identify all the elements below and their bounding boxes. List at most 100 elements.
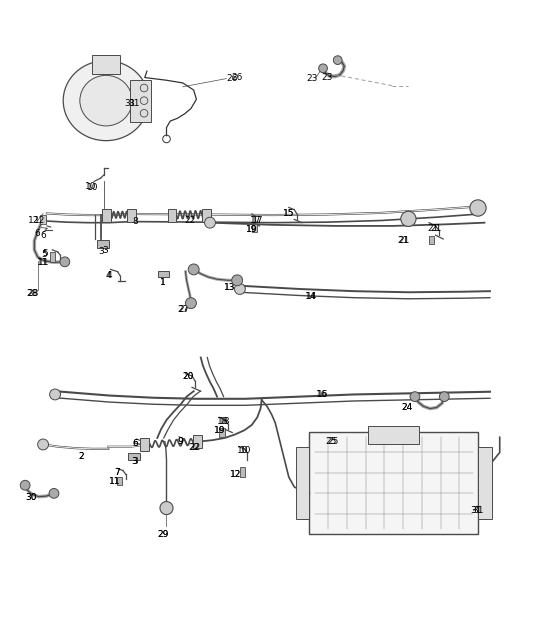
Circle shape — [140, 97, 148, 104]
Circle shape — [188, 264, 199, 275]
Text: 10: 10 — [87, 183, 99, 192]
Circle shape — [232, 275, 243, 286]
Text: 11: 11 — [109, 477, 120, 486]
Text: 29: 29 — [157, 529, 168, 539]
Text: 6: 6 — [132, 439, 138, 448]
Text: 10: 10 — [84, 181, 96, 191]
Bar — [240, 467, 245, 477]
Circle shape — [334, 56, 342, 65]
Bar — [429, 236, 434, 244]
Bar — [219, 428, 225, 437]
Circle shape — [160, 502, 173, 514]
Bar — [117, 477, 123, 485]
Text: 19: 19 — [246, 225, 258, 234]
Text: 6: 6 — [132, 439, 138, 448]
Circle shape — [140, 84, 148, 92]
Circle shape — [234, 284, 245, 295]
Text: 13: 13 — [225, 283, 236, 293]
Ellipse shape — [63, 61, 149, 141]
Text: 22: 22 — [190, 443, 201, 452]
Bar — [92, 55, 120, 73]
Bar — [102, 208, 111, 222]
Text: 30: 30 — [25, 493, 37, 502]
Text: 16: 16 — [316, 390, 327, 399]
Circle shape — [401, 211, 416, 227]
Text: 24: 24 — [402, 403, 413, 412]
Text: 25: 25 — [325, 437, 337, 447]
Bar — [167, 208, 176, 222]
Text: 22: 22 — [184, 216, 196, 225]
Circle shape — [439, 392, 449, 401]
Circle shape — [319, 64, 328, 73]
Text: 5: 5 — [41, 250, 47, 259]
Text: 3: 3 — [132, 457, 138, 467]
Text: 10: 10 — [240, 447, 251, 455]
Text: 14: 14 — [305, 292, 316, 301]
Text: 18: 18 — [217, 417, 228, 426]
Bar — [478, 447, 492, 519]
Ellipse shape — [80, 75, 132, 126]
Text: 5: 5 — [43, 249, 48, 258]
Text: 8: 8 — [132, 217, 138, 226]
Text: 17: 17 — [251, 216, 262, 225]
Text: 7: 7 — [114, 468, 120, 477]
Text: 20: 20 — [183, 372, 194, 381]
Text: 23: 23 — [306, 74, 317, 83]
Circle shape — [410, 392, 420, 401]
Text: 11: 11 — [38, 258, 49, 267]
Text: 11: 11 — [109, 477, 120, 486]
Text: 9: 9 — [177, 437, 183, 447]
Circle shape — [204, 217, 215, 228]
Text: 6: 6 — [35, 229, 40, 238]
Text: 29: 29 — [157, 529, 168, 539]
Text: 3: 3 — [102, 246, 108, 256]
Text: 12: 12 — [34, 216, 46, 225]
Text: 21: 21 — [430, 224, 441, 232]
Text: 27: 27 — [177, 305, 189, 314]
Circle shape — [470, 200, 486, 216]
Text: 27: 27 — [179, 305, 190, 314]
Circle shape — [140, 109, 148, 117]
Bar — [140, 438, 149, 451]
Bar — [202, 208, 210, 222]
Bar — [127, 208, 136, 222]
Bar — [252, 224, 257, 232]
Text: 3: 3 — [131, 457, 137, 467]
Text: 7: 7 — [114, 468, 120, 477]
Text: 17: 17 — [252, 216, 263, 225]
Circle shape — [185, 298, 196, 308]
Bar — [193, 435, 202, 448]
Text: 3: 3 — [99, 247, 104, 256]
Circle shape — [20, 480, 30, 490]
Circle shape — [50, 389, 60, 400]
Text: 15: 15 — [283, 209, 294, 218]
FancyBboxPatch shape — [310, 432, 478, 534]
Bar — [368, 426, 419, 444]
Text: 14: 14 — [306, 292, 317, 301]
Text: 13: 13 — [225, 283, 236, 293]
Circle shape — [49, 489, 59, 498]
Bar — [130, 80, 151, 122]
Text: 12: 12 — [230, 470, 241, 479]
Text: 2: 2 — [78, 452, 84, 461]
Text: 25: 25 — [328, 437, 339, 447]
Text: 6: 6 — [40, 230, 46, 240]
Bar — [50, 252, 55, 262]
Text: 12: 12 — [28, 216, 39, 225]
Text: 2: 2 — [78, 452, 84, 461]
Text: 1: 1 — [160, 278, 166, 287]
Text: 19: 19 — [246, 225, 258, 234]
Text: 11: 11 — [39, 258, 50, 268]
Text: 22: 22 — [188, 443, 199, 452]
Text: 15: 15 — [283, 209, 294, 218]
Text: 21: 21 — [398, 236, 410, 245]
Text: 26: 26 — [226, 74, 238, 83]
Text: 31: 31 — [470, 506, 482, 516]
Text: 23: 23 — [321, 73, 332, 82]
Text: 28: 28 — [27, 289, 38, 298]
Text: 19: 19 — [214, 426, 225, 435]
Text: 24: 24 — [402, 403, 413, 412]
Text: 31: 31 — [124, 99, 136, 107]
Text: 12: 12 — [230, 470, 241, 479]
Text: 19: 19 — [214, 426, 225, 435]
